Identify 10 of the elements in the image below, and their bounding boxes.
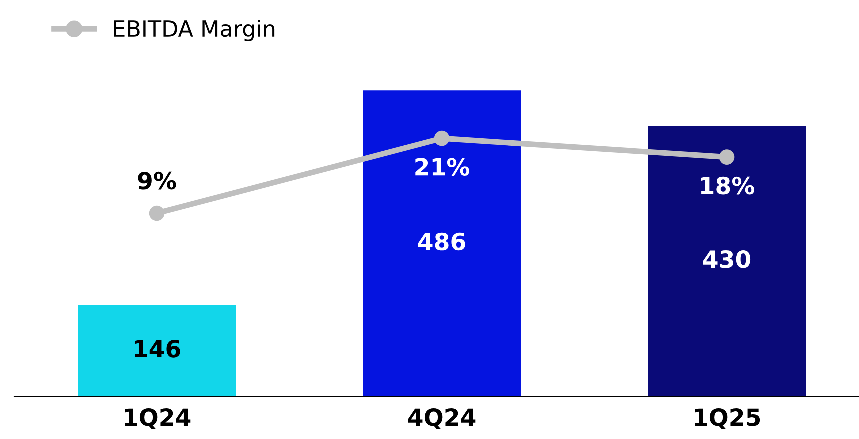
data-label: 146 [135, 340, 180, 358]
x-tick-label: 4Q24 [408, 408, 476, 430]
data-label: 18% [701, 176, 755, 195]
legend-label: EBITDA Margin [114, 20, 275, 42]
data-label: 430 [703, 250, 751, 268]
data-label: 486 [418, 232, 466, 251]
data-label: 9% [138, 172, 176, 190]
x-tick-label: 1Q24 [125, 408, 191, 430]
x-tick-label: 1Q25 [695, 408, 760, 430]
data-label: 21% [416, 158, 470, 176]
